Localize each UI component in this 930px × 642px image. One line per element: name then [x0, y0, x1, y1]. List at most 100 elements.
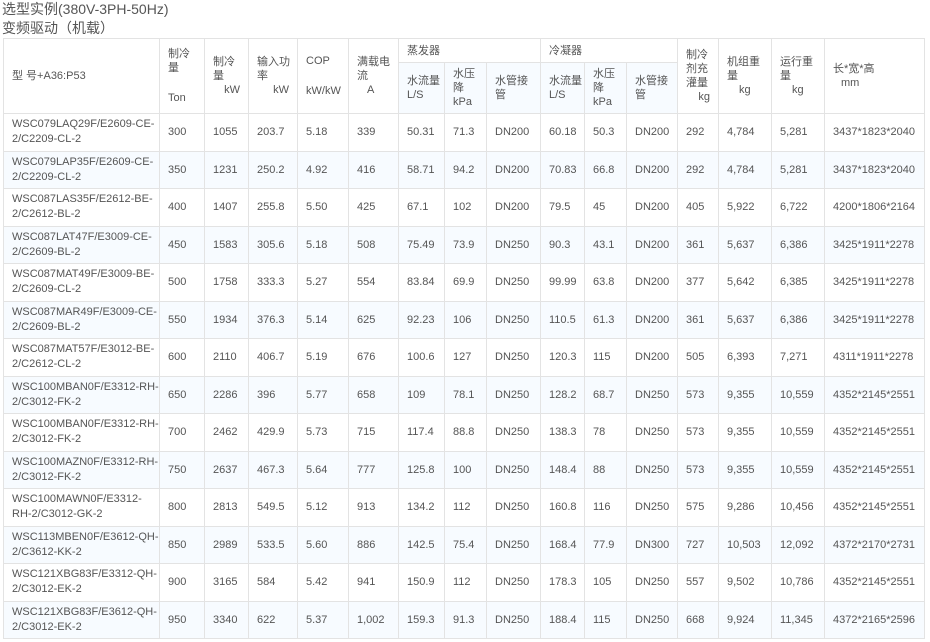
table-cell: 500: [159, 263, 205, 302]
table-cell: 4372*2165*2596: [824, 600, 925, 639]
table-cell: 9,355: [718, 413, 772, 452]
table-cell: 45: [584, 188, 627, 227]
table-cell: 557: [677, 563, 719, 602]
table-cell: DN300: [626, 525, 678, 564]
header-label: 长*宽*高: [833, 63, 875, 75]
table-cell: 4352*2145*2551: [824, 563, 925, 602]
header-label: 水管接管: [635, 75, 668, 101]
table-cell: 128.2: [540, 375, 585, 414]
table-cell: 69.9: [444, 263, 487, 302]
table-cell: 5.19: [297, 338, 349, 377]
table-cell: 120.3: [540, 338, 585, 377]
table-cell: 1407: [204, 188, 249, 227]
table-cell: DN200: [626, 300, 678, 339]
table-cell: DN200: [486, 188, 541, 227]
table-cell: 112: [444, 563, 487, 602]
header-unit: kW: [273, 84, 289, 96]
table-cell: 142.5: [398, 525, 445, 564]
header-unit: kg: [792, 84, 804, 96]
table-cell: DN250: [626, 488, 678, 527]
table-cell: 4200*1806*2164: [824, 188, 925, 227]
table-cell: DN200: [486, 113, 541, 152]
header-unit: kPa: [593, 96, 612, 108]
table-cell: DN200: [626, 188, 678, 227]
table-cell: 112: [444, 488, 487, 527]
table-cell: 4.92: [297, 150, 349, 189]
table-cell: 9,286: [718, 488, 772, 527]
table-cell: 1934: [204, 300, 249, 339]
model-cell: WSC100MBAN0F/E3312-RH-2/C3012-FK-2: [3, 375, 160, 414]
header-input-power: 输入功率 kW: [248, 38, 298, 114]
table-row: WSC100MBAN0F/E3312-RH-2/C3012-FK-2 650 228…: [3, 375, 925, 414]
table-cell: DN250: [486, 525, 541, 564]
model-cell: WSC087MAT49F/E3009-BE-2/C2609-CL-2: [3, 263, 160, 302]
table-cell: DN200: [626, 338, 678, 377]
model-cell: WSC113MBEN0F/E3612-QH-2/C3612-KK-2: [3, 525, 160, 564]
table-cell: 1758: [204, 263, 249, 302]
header-refrigerant: 制冷剂充灌量 kg: [677, 38, 719, 114]
table-cell: 1055: [204, 113, 249, 152]
table-cell: 377: [677, 263, 719, 302]
header-label: 制冷剂充灌量: [686, 49, 708, 89]
table-row: WSC100MAZN0F/E3312-RH-2/C3012-FK-2 750 263…: [3, 450, 925, 489]
table-cell: DN250: [486, 375, 541, 414]
header-label: COP: [306, 55, 330, 67]
table-cell: 66.8: [584, 150, 627, 189]
table-cell: 109: [398, 375, 445, 414]
model-cell: WSC100MBAN0F/E3312-RH-2/C3012-FK-2: [3, 413, 160, 452]
header-cooling-kw: 制冷量 kW: [204, 38, 249, 114]
table-cell: 625: [348, 300, 399, 339]
header-unit: Ton: [168, 92, 186, 104]
table-cell: 115: [584, 338, 627, 377]
table-cell: 305.6: [248, 225, 298, 264]
table-cell: 292: [677, 150, 719, 189]
table-cell: 406.7: [248, 338, 298, 377]
table-cell: 5.12: [297, 488, 349, 527]
table-cell: 292: [677, 113, 719, 152]
table-cell: 10,456: [771, 488, 825, 527]
table-cell: 60.18: [540, 113, 585, 152]
table-cell: 115: [584, 600, 627, 639]
table-cell: 10,559: [771, 375, 825, 414]
header-label: 水压降: [593, 68, 615, 94]
header-unit: kW/kW: [306, 85, 341, 97]
header-unit: kg: [698, 91, 710, 103]
table-cell: 2813: [204, 488, 249, 527]
table-cell: DN250: [626, 450, 678, 489]
table-row: WSC113MBEN0F/E3612-QH-2/C3612-KK-2 850 298…: [3, 525, 925, 564]
table-cell: 573: [677, 375, 719, 414]
table-cell: 622: [248, 600, 298, 639]
table-cell: 5.73: [297, 413, 349, 452]
table-cell: 9,924: [718, 600, 772, 639]
table-cell: 110.5: [540, 300, 585, 339]
table-cell: 4352*2145*2551: [824, 488, 925, 527]
table-cell: DN250: [486, 563, 541, 602]
table-cell: 10,786: [771, 563, 825, 602]
table-cell: 676: [348, 338, 399, 377]
header-label: 制冷量: [168, 48, 190, 74]
header-unit: mm: [841, 77, 860, 89]
table-row: WSC079LAP35F/E2609-CE-2/C2209-CL-2 350 123…: [3, 150, 925, 189]
table-cell: 573: [677, 413, 719, 452]
table-cell: 6,386: [771, 225, 825, 264]
table-cell: 4352*2145*2551: [824, 375, 925, 414]
header-cond-flow: 水流量L/S: [540, 62, 585, 114]
table-cell: DN250: [486, 300, 541, 339]
header-cooling-ton: 制冷量 Ton: [159, 38, 205, 114]
model-cell: WSC079LAP35F/E2609-CE-2/C2209-CL-2: [3, 150, 160, 189]
table-cell: 61.3: [584, 300, 627, 339]
table-cell: 584: [248, 563, 298, 602]
page-subtitle: 变频驱动（机载）: [2, 20, 114, 36]
table-cell: 148.4: [540, 450, 585, 489]
header-label: 满载电流: [357, 56, 390, 82]
table-cell: 5.37: [297, 600, 349, 639]
table-cell: DN200: [626, 263, 678, 302]
table-cell: 50.3: [584, 113, 627, 152]
table-cell: 71.3: [444, 113, 487, 152]
table-cell: 549.5: [248, 488, 298, 527]
table-cell: 6,722: [771, 188, 825, 227]
table-cell: 5,637: [718, 225, 772, 264]
table-cell: DN250: [486, 413, 541, 452]
table-cell: 75.49: [398, 225, 445, 264]
header-evaporator: 蒸发器: [398, 38, 541, 63]
